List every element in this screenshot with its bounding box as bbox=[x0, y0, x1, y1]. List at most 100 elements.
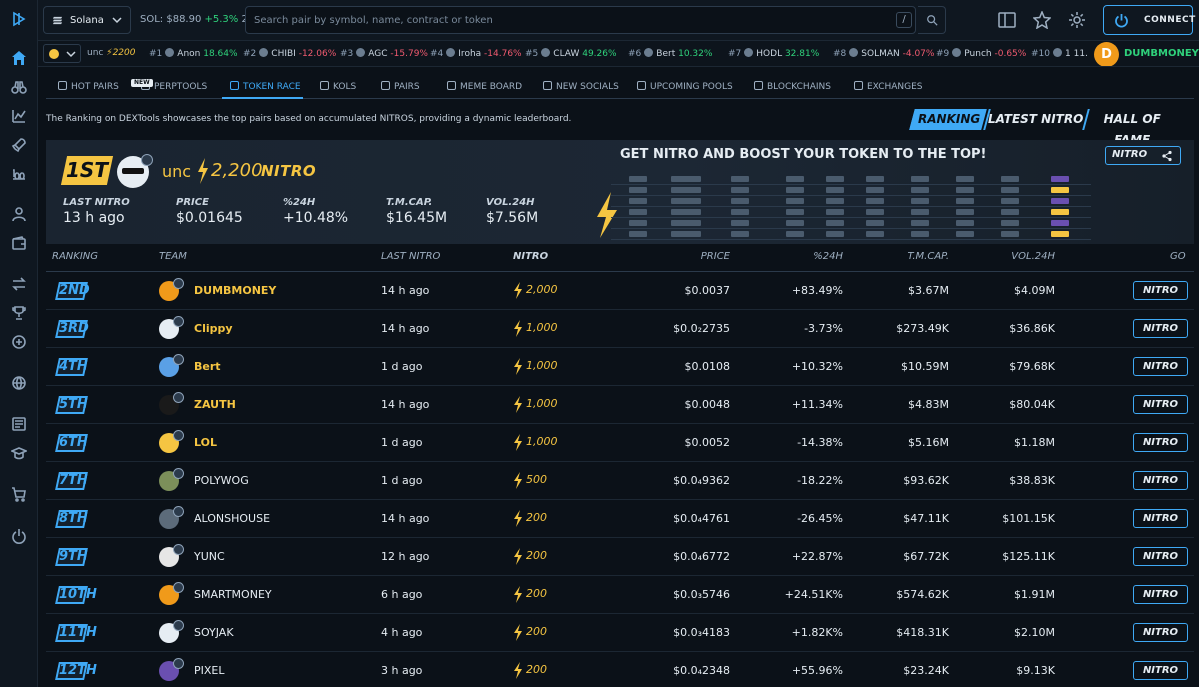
ticker-item[interactable]: #2 CHIBI -12.06% bbox=[243, 48, 336, 59]
ticker-toggle[interactable] bbox=[43, 44, 81, 63]
cart-icon[interactable] bbox=[6, 483, 32, 505]
tab-meme-board[interactable]: MEME BOARD bbox=[447, 81, 522, 92]
team-avatar[interactable] bbox=[159, 582, 184, 605]
hundred-icon[interactable] bbox=[6, 163, 32, 185]
search-button[interactable] bbox=[918, 6, 946, 34]
team-avatar[interactable] bbox=[159, 620, 184, 643]
graduation-icon[interactable] bbox=[6, 442, 32, 464]
globe-icon[interactable] bbox=[6, 372, 32, 394]
gear-icon[interactable] bbox=[1066, 9, 1088, 31]
team-avatar[interactable] bbox=[159, 392, 184, 415]
nitro-go-button[interactable]: NITRO bbox=[1133, 357, 1188, 376]
tab-token-race[interactable]: TOKEN RACE bbox=[230, 81, 301, 92]
team-name[interactable]: SMARTMONEY bbox=[194, 588, 272, 601]
team-avatar[interactable] bbox=[159, 316, 184, 339]
plus-circle-icon[interactable] bbox=[6, 331, 32, 353]
nitro-go-button[interactable]: NITRO bbox=[1133, 661, 1188, 680]
table-row[interactable]: 10TH SMARTMONEY 6 h ago 200 $0.0₃5746 +24.51K… bbox=[46, 576, 1194, 614]
race-tab-ranking[interactable]: RANKING bbox=[909, 109, 987, 130]
ticker-item[interactable]: #5 CLAW 49.26% bbox=[525, 48, 617, 59]
team-name[interactable]: ZAUTH bbox=[194, 398, 236, 411]
search-input[interactable] bbox=[246, 7, 886, 33]
boost-nitro-button[interactable]: NITRO bbox=[1105, 146, 1181, 165]
team-name[interactable]: PIXEL bbox=[194, 664, 225, 677]
nitro-go-button[interactable]: NITRO bbox=[1133, 433, 1188, 452]
ticker-self[interactable]: unc ⚡2200 bbox=[87, 48, 135, 58]
swap-icon[interactable] bbox=[6, 273, 32, 295]
team-avatar[interactable] bbox=[159, 658, 184, 681]
tab-perptools[interactable]: PERPTOOLS NEW bbox=[131, 79, 207, 92]
team-name[interactable]: ALONSHOUSE bbox=[194, 512, 271, 525]
star-icon[interactable] bbox=[1031, 9, 1053, 31]
ticker-item[interactable]: #4 Iroha -14.76% bbox=[430, 48, 522, 59]
ticker-item[interactable]: #1 Anon 18.64% bbox=[149, 48, 238, 59]
team-avatar[interactable] bbox=[159, 278, 184, 301]
table-row[interactable]: 5TH ZAUTH 14 h ago 1,000 $0.0048 +11.34% $4.83… bbox=[46, 386, 1194, 424]
connect-button[interactable]: CONNECT bbox=[1103, 5, 1195, 35]
tab-upcoming-pools[interactable]: UPCOMING POOLS bbox=[637, 81, 733, 92]
team-avatar[interactable] bbox=[159, 468, 184, 491]
tab-kols[interactable]: KOLS bbox=[320, 81, 356, 92]
team-avatar[interactable] bbox=[159, 506, 184, 529]
tab-label: EXCHANGES bbox=[867, 82, 923, 92]
chain-selector[interactable]: Solana bbox=[43, 6, 131, 34]
home-icon[interactable] bbox=[6, 47, 32, 69]
table-row[interactable]: 7TH POLYWOG 1 d ago 500 $0.0₄9362 -18.22% $93.… bbox=[46, 462, 1194, 500]
table-row[interactable]: 12TH PIXEL 3 h ago 200 $0.0₄2348 +55.96% $23.2… bbox=[46, 652, 1194, 687]
chart-icon[interactable] bbox=[6, 105, 32, 127]
binoculars-icon[interactable] bbox=[6, 76, 32, 98]
nitro-go-button[interactable]: NITRO bbox=[1133, 509, 1188, 528]
team-name[interactable]: DUMBMONEY bbox=[194, 284, 277, 297]
nitro-go-button[interactable]: NITRO bbox=[1133, 547, 1188, 566]
user-icon[interactable] bbox=[6, 203, 32, 225]
preview-row bbox=[611, 196, 1091, 207]
team-avatar[interactable] bbox=[159, 430, 184, 453]
nitro-go-button[interactable]: NITRO bbox=[1133, 281, 1188, 300]
wallet-icon[interactable] bbox=[6, 232, 32, 254]
race-tab-hall-of-fame[interactable]: HALL OF FAME bbox=[1082, 109, 1186, 147]
news-icon[interactable] bbox=[6, 413, 32, 435]
leader-name[interactable]: unc bbox=[162, 162, 192, 181]
ticker-item[interactable]: #3 AGC -15.79% bbox=[340, 48, 428, 59]
team-name[interactable]: Bert bbox=[194, 360, 221, 373]
nitro-go-button[interactable]: NITRO bbox=[1133, 471, 1188, 490]
nitro-go-button[interactable]: NITRO bbox=[1133, 623, 1188, 642]
tab-new-socials[interactable]: NEW SOCIALS bbox=[543, 81, 619, 92]
table-row[interactable]: 6TH LOL 1 d ago 1,000 $0.0052 -14.38% $5.16M $1… bbox=[46, 424, 1194, 462]
team-avatar[interactable] bbox=[159, 544, 184, 567]
ticker-item[interactable]: #7 HODL 32.81% bbox=[728, 48, 819, 59]
ticker-item[interactable]: #6 Bert 10.32% bbox=[628, 48, 712, 59]
tab-pairs[interactable]: PAIRS bbox=[381, 81, 420, 92]
tab-hot-pairs[interactable]: HOT PAIRS bbox=[58, 81, 119, 92]
team-avatar[interactable] bbox=[159, 354, 184, 377]
table-row[interactable]: 3RD Clippy 14 h ago 1,000 $0.0₂2735 -3.73% $27… bbox=[46, 310, 1194, 348]
ticker-item[interactable]: #9 Punch -0.65% bbox=[936, 48, 1026, 59]
nitro-go-button[interactable]: NITRO bbox=[1133, 585, 1188, 604]
team-name[interactable]: POLYWOG bbox=[194, 474, 249, 487]
team-name[interactable]: LOL bbox=[194, 436, 217, 449]
verified-badge-icon bbox=[173, 354, 184, 365]
ticker-featured[interactable]: D DUMBMONEY bbox=[1094, 42, 1199, 66]
table-row[interactable]: 11TH SOYJAK 4 h ago 200 $0.0₃4183 +1.82K% $418… bbox=[46, 614, 1194, 652]
power-icon[interactable] bbox=[6, 525, 32, 547]
leader-avatar[interactable] bbox=[117, 154, 153, 188]
ticker-item[interactable]: #10 1 11. bbox=[1031, 48, 1088, 59]
market-cap: $5.16M bbox=[908, 436, 949, 449]
logo-icon[interactable] bbox=[6, 8, 32, 30]
trophy-icon[interactable] bbox=[6, 302, 32, 324]
table-row[interactable]: 9TH YUNC 12 h ago 200 $0.0₄6772 +22.87% $67.72… bbox=[46, 538, 1194, 576]
team-name[interactable]: YUNC bbox=[194, 550, 225, 563]
tab-exchanges[interactable]: EXCHANGES bbox=[854, 81, 923, 92]
ticker-item[interactable]: #8 SOLMAN -4.07% bbox=[833, 48, 934, 59]
layout-icon[interactable] bbox=[996, 9, 1018, 31]
team-name[interactable]: SOYJAK bbox=[194, 626, 234, 639]
nitro-go-button[interactable]: NITRO bbox=[1133, 319, 1188, 338]
table-row[interactable]: 4TH Bert 1 d ago 1,000 $0.0108 +10.32% $10.59M… bbox=[46, 348, 1194, 386]
race-tab-latest-nitro[interactable]: LATEST NITRO bbox=[983, 109, 1087, 130]
nitro-go-button[interactable]: NITRO bbox=[1133, 395, 1188, 414]
table-row[interactable]: 8TH ALONSHOUSE 14 h ago 200 $0.0₄4761 -26.45%… bbox=[46, 500, 1194, 538]
table-row[interactable]: 2ND DUMBMONEY 14 h ago 2,000 $0.0037 +83.49% $… bbox=[46, 272, 1194, 310]
team-name[interactable]: Clippy bbox=[194, 322, 233, 335]
tab-blockchains[interactable]: BLOCKCHAINS bbox=[754, 81, 831, 92]
rocket-icon[interactable] bbox=[6, 134, 32, 156]
